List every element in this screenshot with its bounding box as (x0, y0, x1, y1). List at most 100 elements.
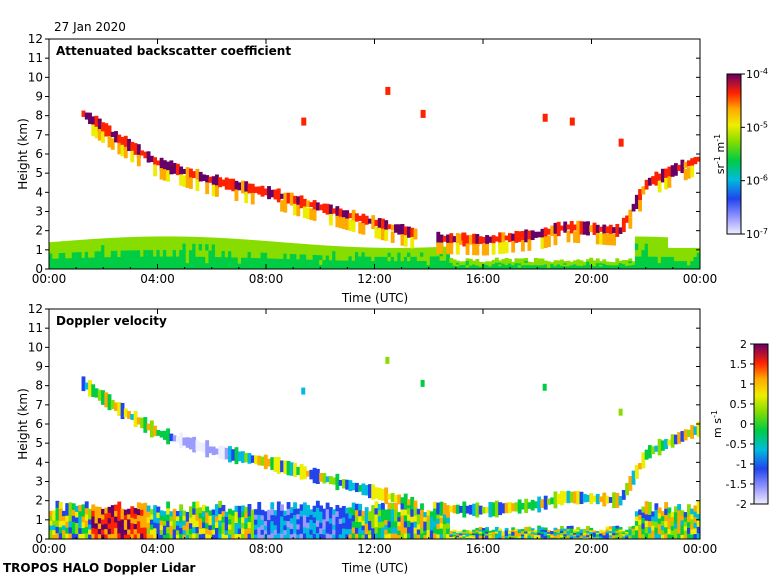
velocity-bl-cell (429, 520, 434, 526)
backscatter-bl-cell (618, 260, 623, 264)
velocity-bl-cell (390, 532, 395, 539)
velocity-bl-cell (293, 514, 297, 522)
velocity-bl-cell (123, 529, 128, 535)
backscatter-bl-cell (68, 246, 73, 253)
backscatter-bl-cell (198, 249, 203, 257)
backscatter-bl-cell (205, 262, 210, 269)
backscatter-bl-cell (358, 247, 363, 253)
backscatter-cloud-cell (371, 215, 376, 229)
velocity-cloud-cell (677, 432, 682, 444)
velocity-bl-cell (507, 534, 512, 537)
backscatter-bl-cell (696, 260, 700, 266)
velocity-bl-cell (364, 523, 369, 529)
backscatter-bl-cell (221, 256, 226, 264)
backscatter-bl-cell (644, 262, 649, 269)
velocity-bl-cell (433, 526, 437, 534)
backscatter-cloud-cell (345, 210, 350, 220)
velocity-bl-cell (345, 507, 350, 514)
backscatter-bl-cell (341, 246, 346, 252)
backscatter-cloud-cell (667, 166, 672, 179)
velocity-bl-cell (120, 528, 125, 535)
velocity-bl-cell (296, 508, 301, 515)
velocity-bl-cell (52, 524, 57, 531)
backscatter-cloud-cell (348, 213, 353, 219)
backscatter-bl-cell (390, 247, 395, 253)
velocity-cloud-cell (657, 438, 662, 456)
velocity-bl-cell (231, 519, 236, 526)
backscatter-cloud-edge (351, 220, 356, 232)
velocity-bl-cell (296, 513, 301, 520)
velocity-bl-cell (573, 535, 577, 538)
velocity-bl-cell (625, 531, 629, 534)
backscatter-bl-cell (683, 260, 688, 266)
backscatter-bl-cell (302, 249, 307, 255)
velocity-bl-cell (647, 532, 652, 539)
velocity-bl-cell (683, 512, 688, 518)
backscatter-bl-cell (52, 247, 57, 254)
backscatter-cloud-cell (153, 157, 158, 165)
backscatter-bl-cell (400, 247, 405, 253)
backscatter-cloud-cell (381, 218, 385, 232)
backscatter-bl-cell (244, 263, 249, 269)
backscatter-bl-cell (117, 237, 122, 245)
backscatter-bl-cell (231, 244, 236, 252)
backscatter-bl-cell (485, 262, 490, 265)
velocity-bl-cell (280, 527, 284, 534)
velocity-colorbar: 21.510.50-0.5-1-1.5-2 m s-1 (710, 338, 769, 511)
velocity-bl-cell (55, 519, 60, 527)
velocity-bl-cell (117, 532, 122, 539)
backscatter-bl-cell (677, 252, 682, 257)
velocity-bl-cell (563, 535, 568, 538)
backscatter-bl-cell (71, 263, 76, 269)
velocity-bl-cell (81, 521, 86, 529)
velocity-bl-cell (371, 522, 376, 529)
backscatter-bl-cell (182, 262, 187, 269)
velocity-bl-cell (166, 532, 171, 539)
backscatter-bl-cell (507, 260, 512, 264)
velocity-bl-cell (654, 527, 659, 534)
velocity-bl-cell (185, 516, 190, 522)
backscatter-bl-cell (556, 262, 561, 265)
backscatter-colorbar-tick-label: 10-4 (746, 67, 768, 82)
velocity-bl-cell (573, 534, 577, 537)
velocity-bl-cell (241, 522, 245, 529)
velocity-bl-cell (491, 531, 496, 534)
backscatter-bl-cell (146, 243, 151, 251)
backscatter-bl-cell (527, 266, 532, 269)
velocity-bl-cell (114, 521, 118, 529)
backscatter-bl-cell (690, 264, 695, 269)
backscatter-bl-cell (208, 250, 213, 257)
backscatter-bl-cell (407, 252, 411, 257)
backscatter-bl-cell (136, 236, 141, 244)
velocity-bl-cell (215, 527, 219, 534)
backscatter-cloud-cell (638, 189, 643, 204)
velocity-bl-cell (423, 516, 428, 522)
velocity-bl-cell (325, 508, 330, 516)
velocity-bl-cell (442, 513, 447, 519)
velocity-bl-cell (657, 507, 662, 514)
velocity-bl-cell (481, 528, 486, 531)
backscatter-bl-cell (114, 243, 118, 251)
velocity-cloud-cell (690, 425, 695, 439)
velocity-bl-cell (384, 514, 389, 520)
backscatter-bl-cell (670, 252, 675, 257)
backscatter-cloud-edge (179, 174, 184, 186)
backscatter-bl-cell (608, 267, 613, 269)
velocity-bl-cell (394, 526, 398, 534)
velocity-bl-cell (198, 512, 203, 519)
velocity-bl-cell (114, 510, 118, 517)
backscatter-bl-cell (400, 264, 405, 269)
velocity-bl-cell (390, 514, 395, 522)
backscatter-bl-cell (641, 262, 646, 269)
backscatter-bl-cell (146, 249, 151, 257)
velocity-bl-cell (267, 524, 271, 530)
backscatter-bl-cell (110, 250, 115, 258)
velocity-bl-cell (358, 527, 363, 534)
backscatter-bl-cell (312, 244, 317, 251)
backscatter-cloud-cell (309, 202, 314, 208)
backscatter-bl-cell (358, 260, 363, 266)
velocity-bl-cell (162, 520, 167, 526)
velocity-bl-cell (547, 533, 551, 536)
backscatter-bl-cell (498, 263, 503, 267)
velocity-colorbar-tick-label: 2 (740, 338, 747, 351)
